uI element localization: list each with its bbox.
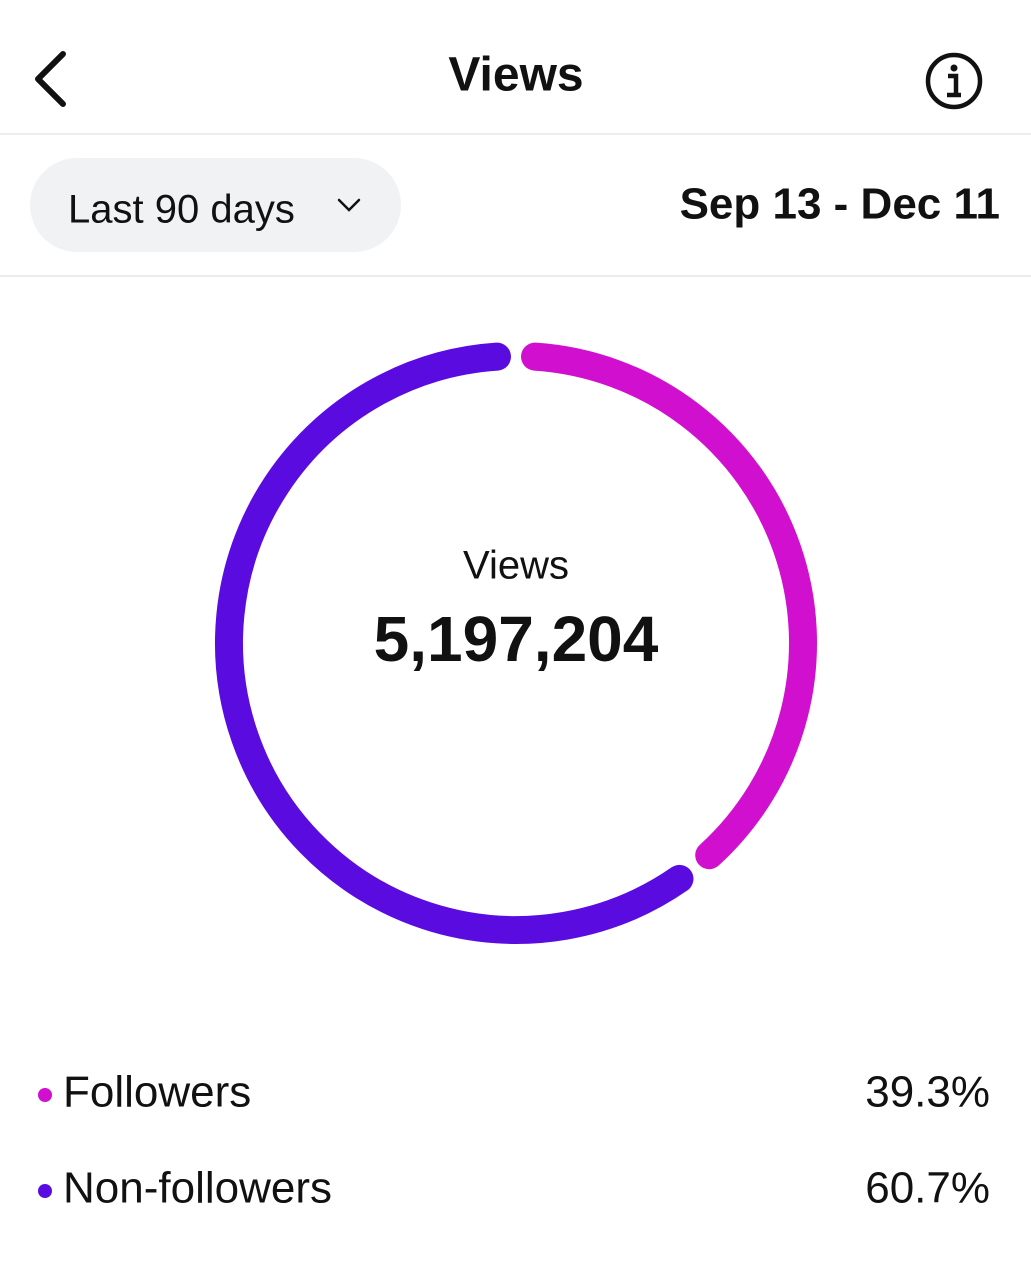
legend: Followers 39.3% Non-followers 60.7% xyxy=(38,1068,990,1213)
donut-segment xyxy=(521,342,817,870)
date-range: Sep 13 - Dec 11 xyxy=(680,180,1000,229)
legend-label: Followers xyxy=(63,1068,251,1117)
page-title: Views xyxy=(448,49,583,102)
info-button[interactable] xyxy=(925,52,983,110)
legend-label: Non-followers xyxy=(63,1164,332,1213)
back-button[interactable] xyxy=(35,51,66,107)
pill[interactable] xyxy=(30,158,401,252)
legend-swatch xyxy=(38,1184,52,1198)
legend-value: 39.3% xyxy=(865,1068,990,1117)
period-label[interactable]: Last 90 days xyxy=(68,188,295,232)
center-label: Views xyxy=(463,544,569,588)
donut-chart xyxy=(215,342,817,944)
center-value: 5,197,204 xyxy=(374,603,659,675)
legend-swatch xyxy=(38,1088,52,1102)
period-selector[interactable]: Last 90 days xyxy=(30,158,401,252)
donut-segment xyxy=(215,342,694,944)
legend-value: 60.7% xyxy=(865,1164,990,1213)
